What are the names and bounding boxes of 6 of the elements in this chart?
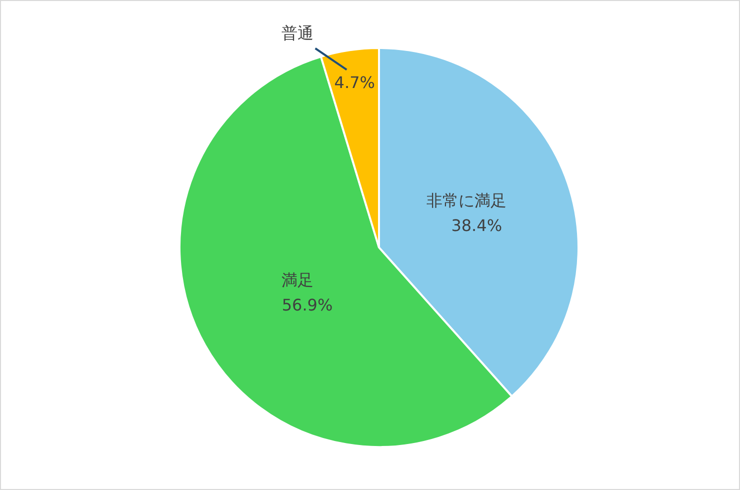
slice-label: 非常に満足 [426,191,507,210]
data-label: 4.7% [334,72,375,92]
slice-label: 満足 [281,270,314,290]
data-label: 38.4% [451,216,502,236]
data-label: 56.9% [282,296,333,315]
slice-label: 普通 [281,24,314,43]
